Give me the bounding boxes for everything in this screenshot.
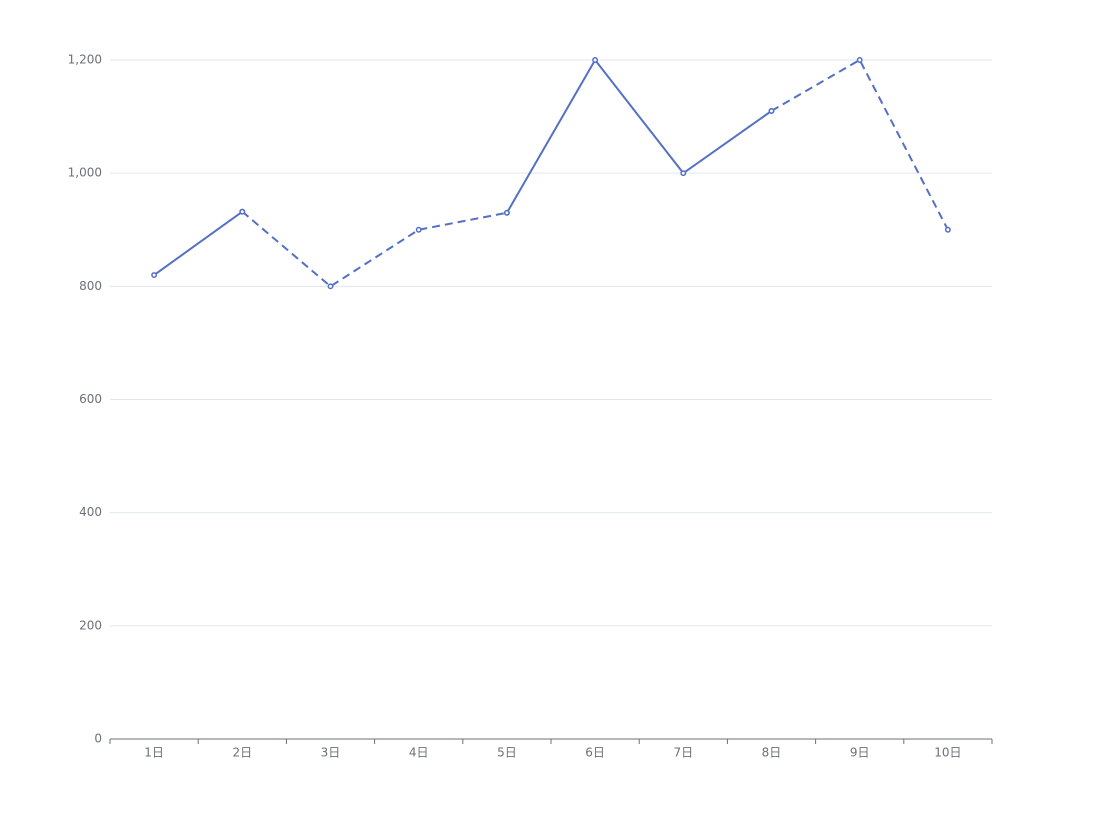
y-tick-label: 200 — [79, 618, 102, 632]
x-tick-label: 10日 — [934, 746, 961, 760]
point — [592, 57, 599, 63]
y-tick-label: 1,000 — [68, 166, 102, 180]
y-tick-label: 1,200 — [68, 53, 102, 67]
point — [768, 107, 775, 114]
y-tick-label: 800 — [79, 279, 102, 293]
x-tick-label: 2日 — [232, 746, 252, 760]
x-tick-label: 7日 — [673, 746, 693, 760]
x-tick-label: 8日 — [762, 746, 782, 760]
y-tick-label: 600 — [79, 392, 102, 406]
point — [239, 208, 246, 215]
y-tick-label: 0 — [94, 732, 102, 746]
x-tick-label: 9日 — [850, 746, 870, 760]
x-tick-label: 4日 — [409, 746, 429, 760]
point — [151, 272, 158, 278]
x-tick-label: 6日 — [585, 746, 605, 760]
point — [415, 226, 422, 233]
line — [241, 58, 949, 288]
x-tick-label: 5日 — [497, 746, 517, 760]
point — [944, 226, 951, 233]
point — [680, 170, 687, 177]
point — [503, 209, 510, 216]
line — [153, 58, 773, 276]
x-tick-label: 1日 — [144, 746, 164, 760]
point — [327, 283, 334, 290]
x-tick-label: 3日 — [321, 746, 341, 760]
point — [856, 57, 863, 63]
y-tick-label: 400 — [79, 505, 102, 519]
